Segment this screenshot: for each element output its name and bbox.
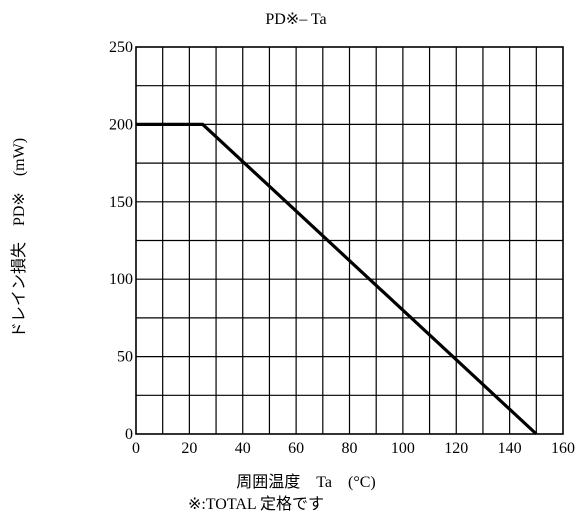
- y-tick-label: 0: [125, 426, 133, 443]
- series-layer: [136, 122, 538, 436]
- x-tick-label: 40: [235, 440, 251, 457]
- x-tick-label: 20: [181, 440, 197, 457]
- y-tick-label: 250: [109, 39, 133, 56]
- plot-border: [135, 46, 564, 435]
- x-tick-label: 160: [551, 440, 575, 457]
- y-tick-label: 50: [117, 349, 133, 366]
- y-tick-label: 200: [109, 116, 133, 133]
- chart-title: PD※– Ta: [265, 11, 326, 28]
- series-line-0: [136, 122, 538, 436]
- x-axis-label: 周囲温度 Ta (°C): [236, 473, 376, 491]
- footnote: ※:TOTAL 定格です: [188, 495, 324, 513]
- x-tick-label: 80: [342, 440, 358, 457]
- plot-frame: [135, 46, 564, 435]
- x-tick-label: 0: [132, 440, 140, 457]
- y-axis-label: ドレイン損失 PD※ (mW): [10, 138, 28, 338]
- grid: [136, 47, 563, 434]
- x-tick-label: 120: [444, 440, 468, 457]
- x-tick-label: 100: [391, 440, 415, 457]
- x-tick-label: 60: [288, 440, 304, 457]
- y-tick-label: 150: [109, 194, 133, 211]
- tick-labels: 0 20 40 60 80 100 120 140 160 0 50 100 150 200 250: [109, 39, 575, 457]
- y-tick-label: 100: [109, 271, 133, 288]
- x-tick-label: 140: [498, 440, 522, 457]
